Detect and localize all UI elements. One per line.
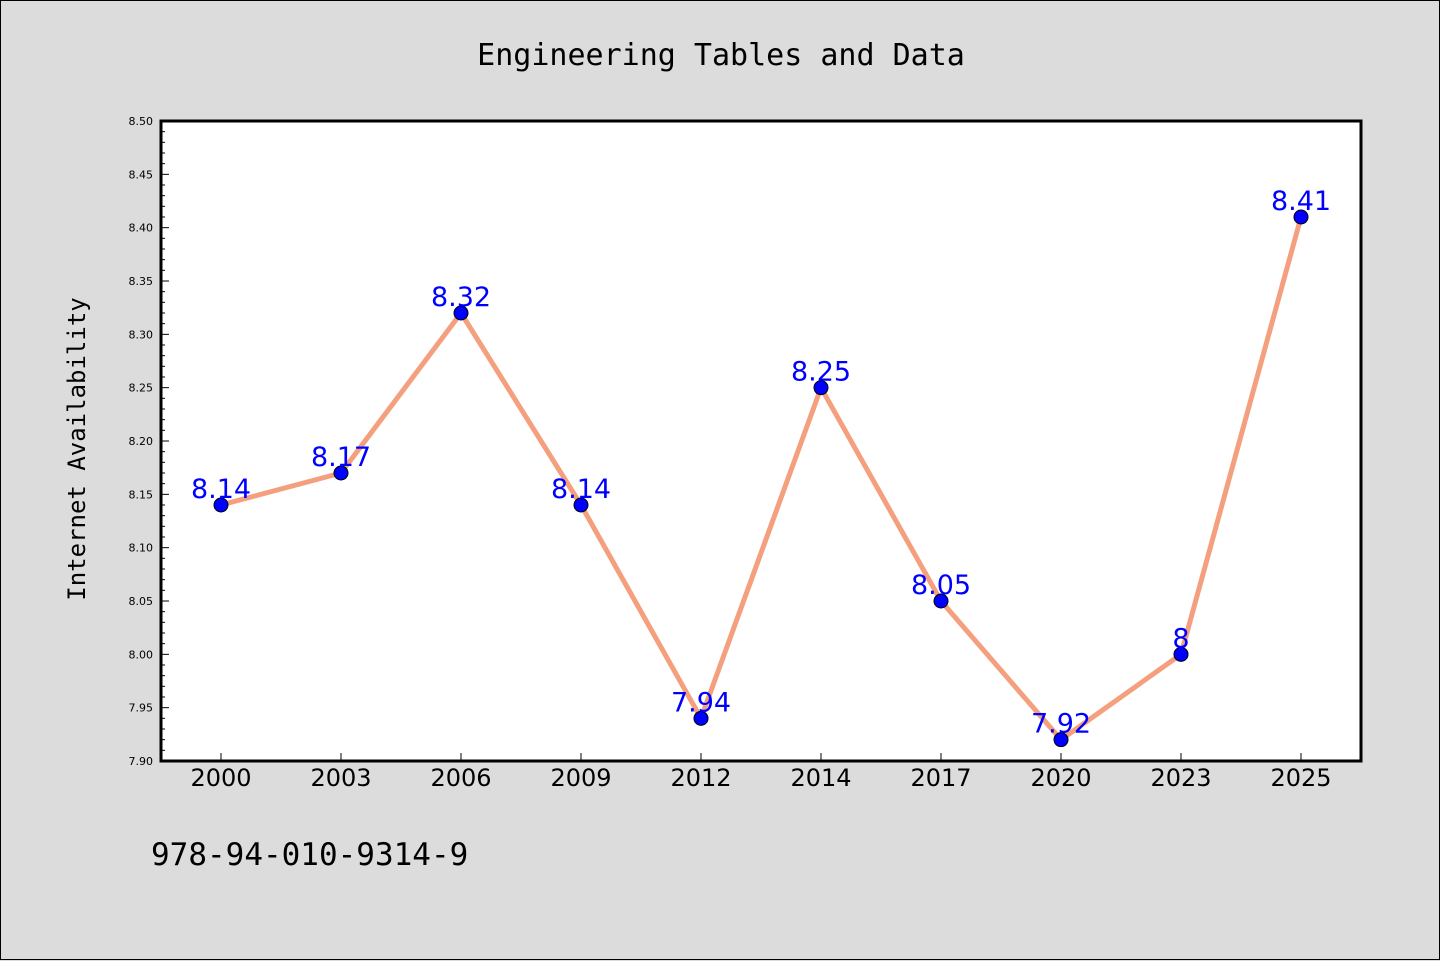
data-label: 7.92 — [1031, 709, 1091, 740]
x-axis: 2000 2003 2006 2009 2012 2014 2017 2020 2023 2025 — [190, 753, 1332, 792]
x-tick-label: 2003 — [310, 764, 371, 792]
data-point — [933, 593, 949, 609]
data-label: 7.94 — [671, 687, 731, 718]
data-label: 8.05 — [911, 570, 971, 601]
series: 8.14 8.17 8.32 8.14 7.94 8.25 8.05 7.92 8 8.41 — [191, 186, 1331, 748]
data-point — [1293, 209, 1309, 225]
data-label: 8.25 — [791, 357, 851, 388]
chart-title: Engineering Tables and Data — [477, 38, 965, 73]
y-tick-label: 8.40 — [129, 222, 154, 235]
data-point — [213, 497, 229, 513]
y-tick-label: 8.15 — [129, 488, 154, 501]
data-point — [1173, 646, 1189, 662]
y-tick-label: 8.10 — [129, 542, 154, 555]
x-tick-label: 2009 — [550, 764, 611, 792]
x-tick-label: 2025 — [1270, 764, 1331, 792]
data-point — [333, 465, 349, 481]
data-point — [813, 380, 829, 396]
x-tick-label: 2014 — [790, 764, 851, 792]
plot-frame — [159, 119, 1363, 763]
plot-area — [161, 121, 1361, 761]
x-tick-label: 2006 — [430, 764, 491, 792]
data-point — [693, 710, 709, 726]
data-point — [1053, 732, 1069, 748]
y-tick-label: 8.35 — [129, 275, 154, 288]
y-tick-label: 8.25 — [129, 382, 154, 395]
y-axis-label: Internet Availability — [63, 297, 91, 600]
data-label: 8.41 — [1271, 186, 1331, 217]
y-tick-label: 7.90 — [129, 755, 154, 768]
data-point — [453, 305, 469, 321]
data-label: 8.14 — [551, 474, 611, 505]
x-tick-label: 2012 — [670, 764, 731, 792]
data-label: 8.17 — [311, 442, 371, 473]
isbn-text: 978-94-010-9314-9 — [151, 837, 468, 873]
y-tick-label: 8.05 — [129, 595, 154, 608]
data-point — [573, 497, 589, 513]
x-tick-label: 2023 — [1150, 764, 1211, 792]
x-tick-label: 2020 — [1030, 764, 1091, 792]
y-tick-label: 7.95 — [129, 702, 154, 715]
data-label: 8.32 — [431, 282, 491, 313]
series-line — [220, 216, 1304, 743]
x-tick-label: 2017 — [910, 764, 971, 792]
data-label: 8.14 — [191, 474, 251, 505]
x-tick-label: 2000 — [190, 764, 251, 792]
y-tick-label: 8.00 — [129, 648, 154, 661]
y-tick-label: 8.30 — [129, 328, 154, 341]
data-label: 8 — [1172, 623, 1189, 654]
y-tick-label: 8.50 — [129, 115, 154, 128]
y-tick-label: 8.20 — [129, 435, 154, 448]
y-axis: 7.90 7.95 8.00 8.05 8.10 8.15 8.20 8.25 8.30 8.35… — [129, 115, 169, 768]
y-tick-label: 8.45 — [129, 168, 154, 181]
